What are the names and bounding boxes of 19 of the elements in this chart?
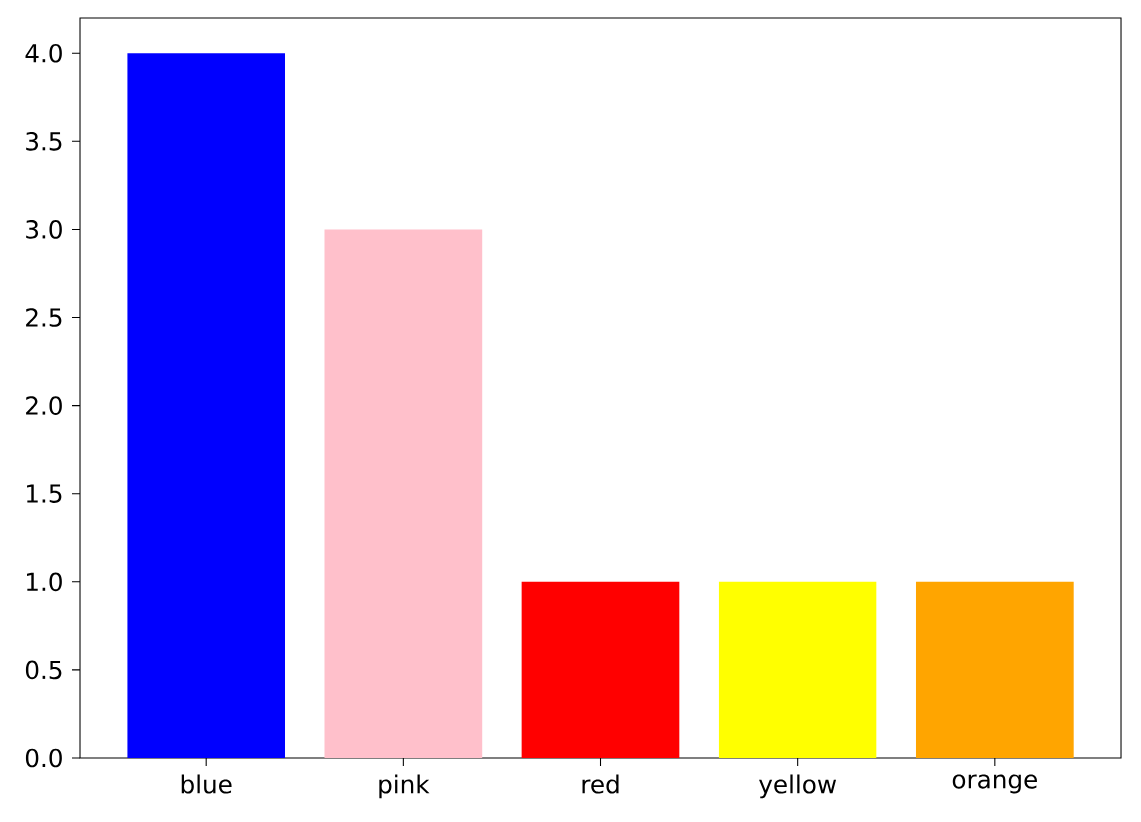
bar (915, 581, 1074, 758)
bar (718, 581, 877, 758)
bar (324, 229, 483, 758)
y-tick-label: 2.5 (26, 308, 62, 327)
y-tick-label: 1.5 (27, 484, 62, 503)
x-tick-label: pink (379, 774, 430, 799)
x-tick-label: yellow (759, 774, 837, 799)
bar (521, 581, 680, 758)
x-tick-label: red (582, 774, 619, 794)
y-tick-label: 4.0 (25, 43, 62, 63)
y-tick-label: 2.0 (26, 396, 62, 415)
y-tick-label: 3.0 (26, 220, 62, 239)
y-tick-label: 0.0 (25, 748, 62, 768)
y-tick-label: 3.5 (26, 131, 62, 151)
bar (127, 53, 286, 758)
y-tick-label: 1.0 (27, 572, 62, 592)
x-tick-label: blue (181, 774, 232, 794)
x-tick-label: orange (952, 774, 1037, 794)
y-tick-label: 0.5 (25, 660, 62, 680)
